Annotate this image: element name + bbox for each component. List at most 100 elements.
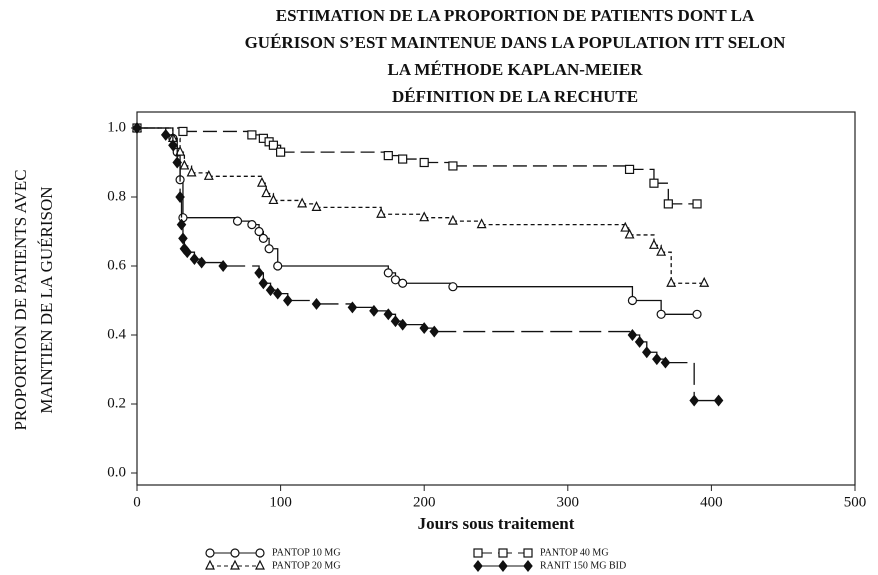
marker xyxy=(699,276,710,287)
step-segment xyxy=(665,361,695,401)
legend-marker xyxy=(230,548,240,558)
marker xyxy=(627,329,638,341)
y-tick-label: 0.4 xyxy=(107,326,126,342)
marker xyxy=(652,353,662,366)
legend-marker xyxy=(498,548,508,558)
marker xyxy=(369,304,379,317)
marker xyxy=(347,301,358,314)
marker xyxy=(256,176,267,187)
marker xyxy=(276,147,286,157)
legend-marker xyxy=(523,560,533,572)
marker xyxy=(692,309,702,319)
marker xyxy=(196,256,207,269)
marker xyxy=(179,159,190,170)
series xyxy=(132,121,710,287)
step-segment xyxy=(316,206,382,215)
marker xyxy=(634,335,645,348)
marker xyxy=(663,199,673,209)
marker xyxy=(383,151,393,161)
marker xyxy=(692,199,702,209)
marker xyxy=(268,140,279,150)
marker xyxy=(178,232,188,245)
step-segment xyxy=(280,151,389,156)
marker xyxy=(247,220,257,230)
legend-marker xyxy=(523,548,533,558)
x-tick-label: 0 xyxy=(133,494,141,510)
marker xyxy=(447,214,458,225)
marker xyxy=(429,325,440,338)
marker xyxy=(203,169,214,180)
marker xyxy=(172,156,182,169)
marker xyxy=(624,228,635,239)
marker xyxy=(476,218,487,229)
y-tick-label: 0.6 xyxy=(107,257,126,273)
step-segment xyxy=(452,286,634,301)
marker xyxy=(627,295,638,306)
y-axis-label: MAINTIEN DE LA GUÉRISON xyxy=(37,186,56,413)
marker xyxy=(397,318,408,331)
marker xyxy=(376,207,387,218)
marker xyxy=(620,221,631,232)
marker xyxy=(264,244,274,254)
marker xyxy=(390,275,401,285)
marker xyxy=(218,260,228,272)
marker xyxy=(232,216,243,226)
step-segment xyxy=(381,213,425,218)
marker xyxy=(132,122,142,134)
chart-title: ESTIMATION DE LA PROPORTION DE PATIENTS … xyxy=(276,6,755,25)
marker xyxy=(186,166,197,177)
marker xyxy=(182,246,193,259)
marker xyxy=(311,297,322,310)
step-segment xyxy=(452,165,631,170)
marker xyxy=(189,253,200,266)
marker xyxy=(383,308,394,321)
step-segment xyxy=(316,303,354,308)
marker xyxy=(311,201,322,211)
marker xyxy=(648,238,659,249)
marker xyxy=(398,278,408,288)
marker xyxy=(258,277,269,290)
legend-label: PANTOP 10 MG xyxy=(272,547,341,558)
x-axis-label: Jours sous traitement xyxy=(418,514,575,533)
legend-label: PANTOP 20 MG xyxy=(272,560,341,571)
legend-label: PANTOP 40 MG xyxy=(540,547,609,558)
marker xyxy=(649,178,659,188)
series xyxy=(132,123,702,319)
marker xyxy=(448,282,458,292)
y-tick-label: 0.2 xyxy=(107,395,126,411)
marker xyxy=(160,128,171,141)
marker xyxy=(660,356,671,369)
marker xyxy=(273,261,283,271)
marker xyxy=(175,191,185,203)
marker xyxy=(448,161,458,171)
marker xyxy=(176,218,187,231)
marker xyxy=(297,197,308,208)
legend-marker xyxy=(473,560,483,572)
marker xyxy=(713,394,724,407)
step-segment xyxy=(277,265,389,273)
marker xyxy=(254,266,264,279)
series xyxy=(132,123,702,209)
marker xyxy=(624,164,635,174)
marker xyxy=(390,315,401,328)
marker xyxy=(419,157,429,168)
x-tick-label: 500 xyxy=(844,494,867,510)
step-segment xyxy=(402,282,454,287)
step-segment xyxy=(481,223,626,229)
marker xyxy=(258,233,268,243)
marker xyxy=(642,346,652,359)
x-tick-label: 400 xyxy=(700,494,723,510)
chart-title: DÉFINITION DE LA RECHUTE xyxy=(392,87,638,106)
legend-marker xyxy=(255,559,265,570)
marker xyxy=(383,268,393,278)
marker xyxy=(175,145,186,156)
marker xyxy=(265,284,276,297)
marker xyxy=(268,194,279,205)
legend-marker xyxy=(205,559,215,570)
x-tick-label: 100 xyxy=(269,494,292,510)
marker xyxy=(272,287,283,300)
marker xyxy=(261,187,272,198)
marker xyxy=(656,309,666,319)
marker xyxy=(666,276,677,287)
